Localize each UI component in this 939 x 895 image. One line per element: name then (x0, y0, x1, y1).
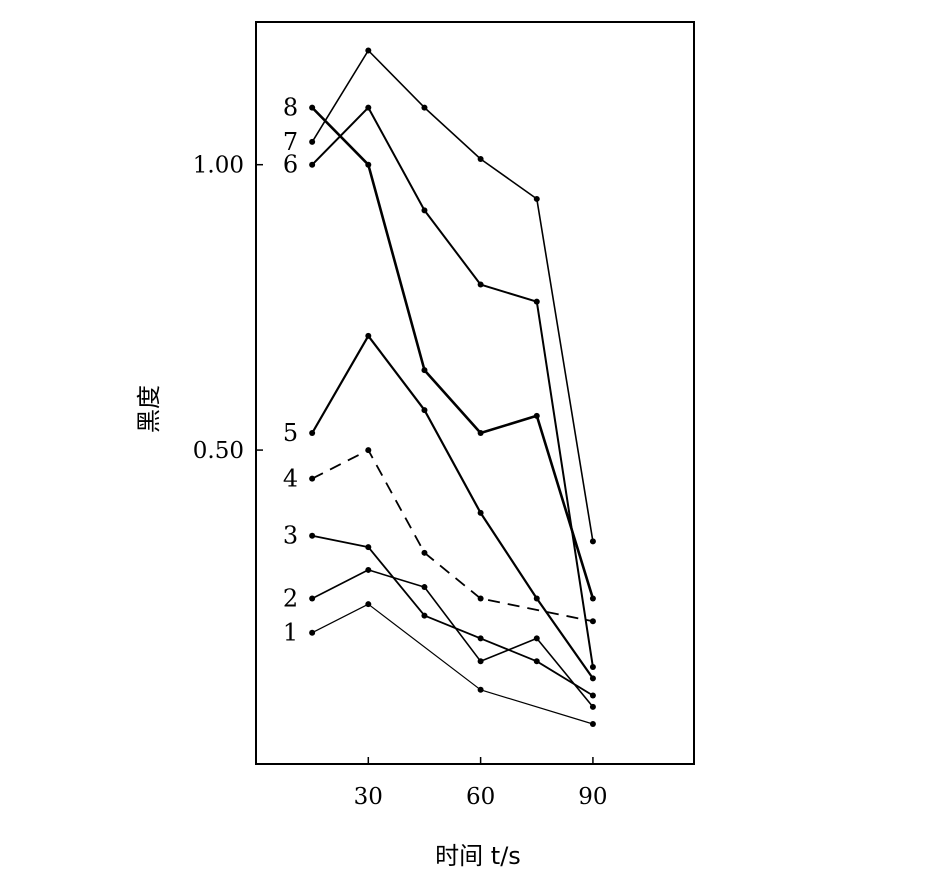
y-tick-label: 1.00 (193, 153, 244, 179)
data-point (477, 595, 484, 602)
data-point (589, 675, 596, 682)
data-point (589, 618, 596, 625)
data-point (533, 298, 540, 305)
data-point (365, 332, 372, 339)
series-line-2 (311, 569, 594, 708)
data-point (421, 104, 428, 111)
series-line-1 (311, 603, 594, 725)
series-labels: 1 2 3 4 5 67 8 (283, 94, 298, 647)
data-point (309, 104, 316, 111)
data-point (365, 601, 372, 608)
data-point (589, 692, 596, 699)
data-point (589, 595, 596, 602)
data-point (589, 663, 596, 670)
series-line-6 (311, 106, 594, 668)
plot-frame (255, 21, 695, 765)
series-label-1: 1 (283, 619, 298, 647)
series-label-2: 2 (283, 584, 298, 612)
data-point (589, 538, 596, 545)
series-line-7 (311, 49, 594, 542)
x-axis-title: 时间 t/s (435, 842, 521, 870)
data-point (421, 367, 428, 374)
data-point (309, 475, 316, 482)
y-tick-label: 0.50 (193, 438, 244, 464)
data-point (309, 532, 316, 539)
series-label-7: 7 (283, 128, 298, 156)
data-point (309, 595, 316, 602)
data-point (533, 635, 540, 642)
series-line-3 (312, 534, 594, 697)
axis-ticks: 30 60 90 1.00 0.50 (193, 153, 608, 810)
data-point (365, 161, 372, 168)
data-point (365, 544, 372, 551)
data-point (477, 509, 484, 516)
data-point (533, 595, 540, 602)
data-point (477, 155, 484, 162)
series-line-5 (311, 334, 594, 680)
data-point (309, 629, 316, 636)
series-label-8: 8 (283, 94, 298, 122)
series-label-4: 4 (283, 465, 298, 493)
data-point (421, 549, 428, 556)
data-point (533, 195, 540, 202)
data-point (309, 429, 316, 436)
data-point (533, 658, 540, 665)
data-point (477, 635, 484, 642)
data-point (533, 412, 540, 419)
data-point (365, 104, 372, 111)
data-point (477, 281, 484, 288)
data-point (477, 429, 484, 436)
series-points (309, 47, 596, 728)
data-point (365, 47, 372, 54)
data-point (309, 138, 316, 145)
series-lines (311, 49, 595, 725)
data-point (477, 658, 484, 665)
y-axis-title: 黑度 (135, 385, 163, 433)
data-point (421, 407, 428, 414)
series-label-3: 3 (283, 522, 298, 550)
data-point (421, 207, 428, 214)
data-point (309, 161, 316, 168)
data-point (365, 447, 372, 454)
data-point (421, 584, 428, 591)
series-label-5: 5 (283, 419, 298, 447)
data-point (365, 566, 372, 573)
x-tick-label: 60 (466, 784, 495, 810)
series-line-4 (311, 449, 594, 623)
series-line-8 (311, 106, 595, 599)
data-point (589, 703, 596, 710)
data-point (589, 721, 596, 728)
x-tick-label: 90 (578, 784, 607, 810)
x-tick-label: 30 (354, 784, 383, 810)
data-point (477, 686, 484, 693)
data-point (421, 612, 428, 619)
series-label-6: 6 (283, 151, 298, 179)
